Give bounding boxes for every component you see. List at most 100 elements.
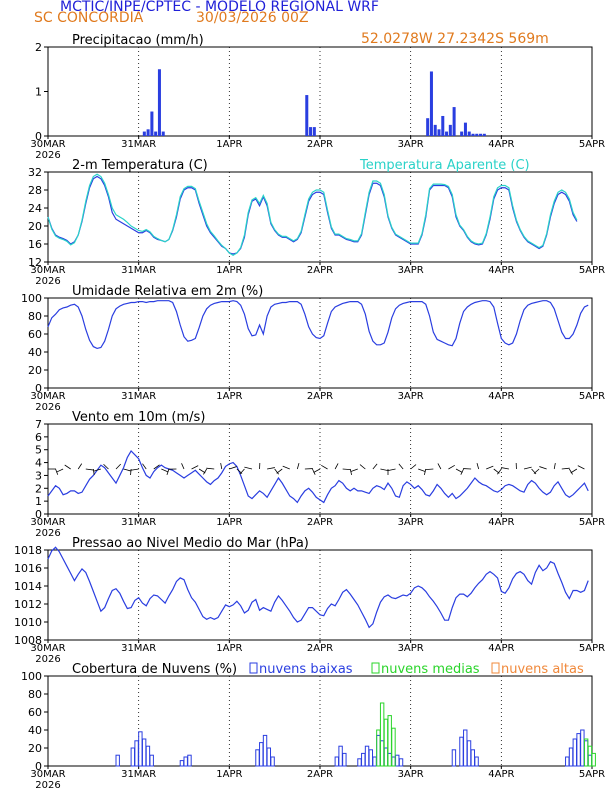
legend-label: Temperatura Aparente (C) <box>359 158 530 173</box>
x-tick-label: 5APR <box>579 139 605 150</box>
y-tick-label: 80 <box>28 310 42 323</box>
wind-barb <box>244 466 253 470</box>
x-tick-label: 1APR <box>216 265 242 276</box>
x-tick-label: 31MAR <box>121 769 156 780</box>
bar <box>445 131 449 136</box>
series-line-0 <box>47 300 589 350</box>
wind-barb <box>350 468 358 473</box>
y-tick-label: 100 <box>21 292 42 305</box>
bar <box>591 752 596 767</box>
legend-swatch <box>249 662 258 674</box>
y-tick-label: 20 <box>28 742 42 755</box>
bar <box>270 756 275 767</box>
y-tick-label: 60 <box>28 706 42 719</box>
bar <box>141 738 147 767</box>
bar <box>255 749 260 767</box>
y-tick-label: 1012 <box>14 598 42 611</box>
bar <box>145 745 151 767</box>
y-tick-label: 5 <box>35 444 42 457</box>
bar <box>266 747 272 767</box>
wind-barb <box>448 464 455 470</box>
x-tick-label: 30MAR <box>30 391 65 402</box>
bar <box>150 111 154 136</box>
x-tick-label: 4APR <box>488 769 514 780</box>
bar <box>312 127 316 136</box>
x-tick-year: 2026 <box>35 780 60 791</box>
wind-barb <box>115 463 121 470</box>
bar <box>368 749 374 767</box>
bar <box>482 133 486 136</box>
wind-barb <box>460 468 464 475</box>
wind-barb <box>553 462 556 470</box>
x-tick-label: 5APR <box>579 265 605 276</box>
wind-barb <box>372 463 378 470</box>
wind-barb <box>85 468 94 471</box>
bar <box>130 747 136 767</box>
wind-barb <box>123 468 132 472</box>
x-tick-label: 4APR <box>488 391 514 402</box>
wind-barb <box>410 464 417 470</box>
wind-barb <box>418 468 426 473</box>
x-tick-year: 2026 <box>35 150 60 161</box>
wind-barb <box>334 463 339 470</box>
wind-barb <box>342 468 351 471</box>
bar <box>565 756 570 767</box>
bar <box>467 131 471 136</box>
bar <box>583 738 589 767</box>
y-tick-label: 100 <box>21 670 42 683</box>
bar <box>364 745 370 767</box>
wind-barb <box>64 464 71 470</box>
bar <box>395 754 400 767</box>
bar <box>142 131 146 136</box>
bar <box>183 756 188 767</box>
y-tick-label: 1 <box>35 86 42 99</box>
bar <box>471 133 475 136</box>
bar <box>309 127 313 136</box>
x-tick-label: 5APR <box>579 643 605 654</box>
y-tick-label: 0 <box>35 760 42 773</box>
x-tick-label: 30MAR <box>30 643 65 654</box>
run-date: 30/03/2026 00Z <box>196 10 309 26</box>
bar <box>448 124 452 136</box>
wind-barb <box>229 466 237 470</box>
series-line-0 <box>47 450 589 504</box>
x-tick-label: 4APR <box>488 139 514 150</box>
wind-barb <box>142 463 147 470</box>
y-tick-label: 20 <box>28 364 42 377</box>
legend-label: nuvens altas <box>501 662 584 677</box>
y-tick-label: 40 <box>28 346 42 359</box>
wind-barb <box>568 468 573 475</box>
wind-barb <box>220 462 223 470</box>
x-tick-label: 4APR <box>488 265 514 276</box>
bar <box>463 729 468 767</box>
x-tick-label: 1APR <box>216 391 242 402</box>
bar <box>379 702 385 767</box>
x-tick-label: 2APR <box>307 517 333 528</box>
x-tick-label: 30MAR <box>30 517 65 528</box>
y-tick-label: 32 <box>28 166 42 179</box>
x-tick-label: 5APR <box>579 769 605 780</box>
wind-barb <box>437 463 442 470</box>
bar <box>466 740 472 767</box>
y-tick-label: 3 <box>35 469 42 482</box>
bar <box>475 133 479 136</box>
y-tick-label: 0 <box>35 508 42 521</box>
bar <box>451 749 457 767</box>
x-tick-label: 2APR <box>307 265 333 276</box>
bar <box>433 124 437 136</box>
bar <box>338 745 343 767</box>
bar <box>146 129 150 136</box>
bar <box>387 715 392 767</box>
legend-label: nuvens medias <box>381 662 480 677</box>
x-tick-year: 2026 <box>35 654 60 665</box>
series-line-0 <box>47 546 589 629</box>
y-tick-label: 6 <box>35 431 42 444</box>
wind-barb <box>380 468 389 472</box>
y-tick-label: 28 <box>28 184 42 197</box>
x-tick-label: 31MAR <box>121 517 156 528</box>
bar <box>154 131 158 136</box>
x-tick-label: 31MAR <box>121 139 156 150</box>
wind-barb <box>577 465 585 470</box>
x-tick-label: 30MAR <box>30 139 65 150</box>
